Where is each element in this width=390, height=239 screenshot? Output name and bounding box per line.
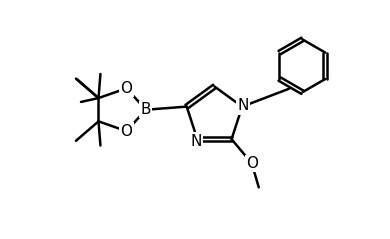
Text: O: O: [121, 81, 133, 96]
Text: N: N: [191, 134, 202, 149]
Text: O: O: [121, 124, 133, 139]
Text: O: O: [246, 156, 258, 171]
Text: N: N: [237, 98, 248, 113]
Text: B: B: [141, 102, 151, 117]
